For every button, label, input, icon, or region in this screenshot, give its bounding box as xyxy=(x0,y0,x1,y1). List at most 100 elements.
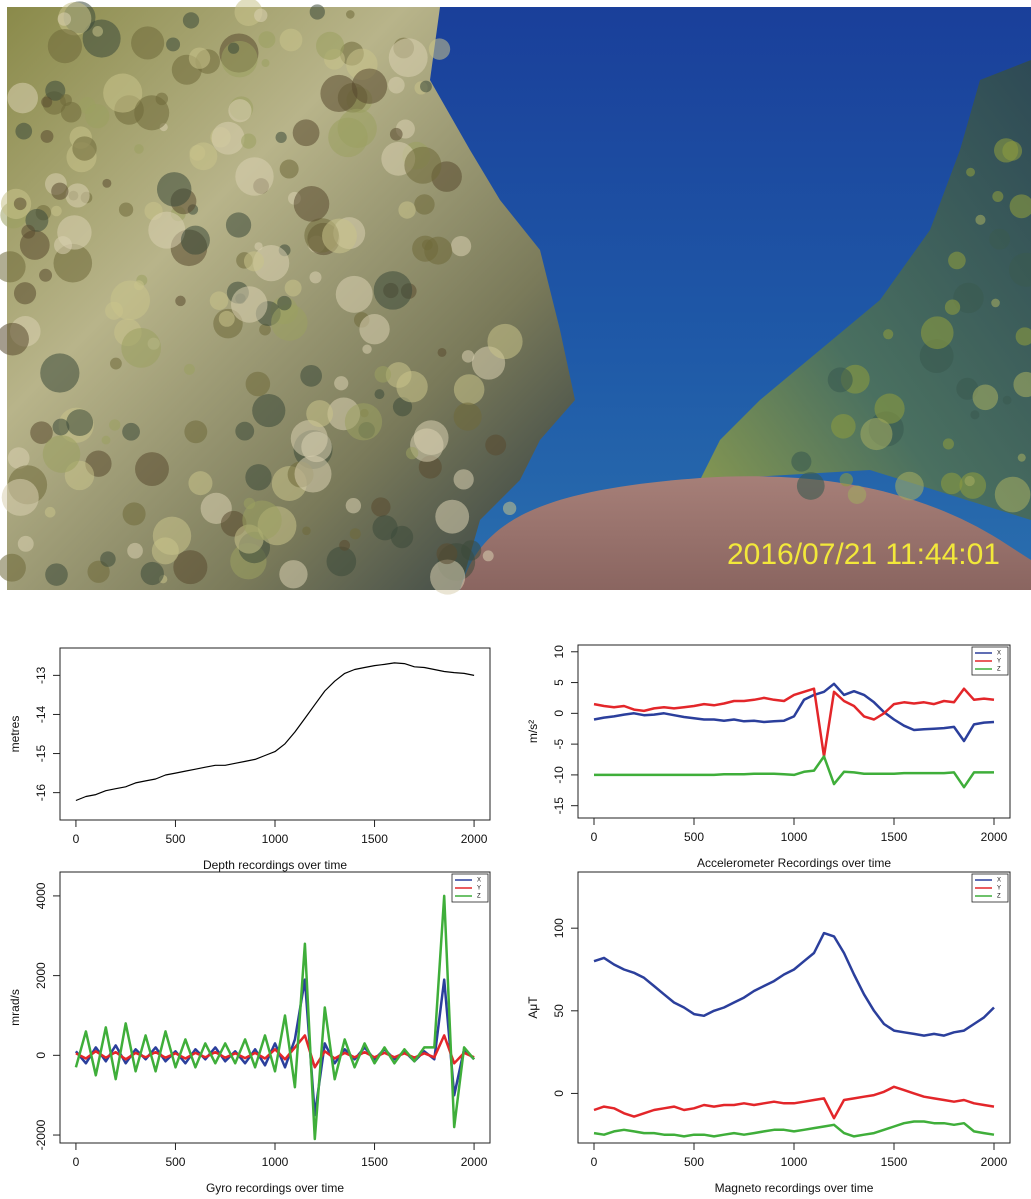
coral xyxy=(103,73,143,113)
photo: 2016/07/21 11:44:01 xyxy=(0,0,1031,595)
legend-label: X xyxy=(477,878,481,884)
coral xyxy=(44,506,56,518)
y-tick-label: 0 xyxy=(34,1052,48,1059)
x-tick-label: 1500 xyxy=(361,832,388,846)
coral xyxy=(420,80,432,93)
coral xyxy=(344,403,383,441)
x-tick-label: 1000 xyxy=(262,1155,289,1169)
data-line xyxy=(593,1085,995,1120)
y-tick-label: -2000 xyxy=(34,1119,48,1150)
coral xyxy=(827,367,853,393)
coral xyxy=(435,499,470,534)
coral xyxy=(13,197,27,211)
data-line xyxy=(593,931,995,1037)
x-tick-label: 0 xyxy=(591,1155,598,1169)
coral xyxy=(234,0,263,27)
coral xyxy=(453,402,482,431)
coral xyxy=(791,451,812,472)
coral xyxy=(956,377,979,400)
coral xyxy=(254,8,268,23)
coral xyxy=(127,542,143,559)
coral xyxy=(41,96,53,108)
y-tick-label: 50 xyxy=(552,1004,566,1018)
coral xyxy=(284,279,302,297)
coral xyxy=(991,298,1000,308)
coral xyxy=(847,485,867,504)
coral xyxy=(15,122,33,140)
coral xyxy=(245,371,271,397)
coral xyxy=(82,19,121,58)
coral xyxy=(271,304,308,341)
coral xyxy=(109,357,122,370)
coral xyxy=(874,393,905,424)
coral xyxy=(292,119,320,147)
coral xyxy=(964,475,975,487)
coral xyxy=(85,103,110,129)
coral xyxy=(242,500,282,540)
coral xyxy=(92,26,104,37)
coral xyxy=(335,275,373,313)
coral xyxy=(57,12,72,26)
coral xyxy=(258,31,276,49)
x-tick-label: 1500 xyxy=(361,1155,388,1169)
y-tick-label: 0 xyxy=(552,1090,566,1097)
x-tick-label: 2000 xyxy=(981,830,1008,844)
x-tick-label: 1000 xyxy=(781,1155,808,1169)
coral xyxy=(424,236,453,265)
coral xyxy=(388,38,428,78)
coral xyxy=(60,94,72,106)
coral xyxy=(398,201,416,219)
y-axis-label: AμT xyxy=(526,996,540,1019)
coral xyxy=(45,563,68,586)
data-line xyxy=(74,894,476,1141)
coral xyxy=(345,497,362,514)
y-axis-label: metres xyxy=(8,716,22,753)
coral xyxy=(277,295,292,311)
coral xyxy=(122,502,146,526)
coral xyxy=(309,4,325,20)
legend-label: Y xyxy=(477,886,481,892)
coral xyxy=(51,182,69,200)
x-axis-label: Accelerometer Recordings over time xyxy=(697,856,891,870)
coral xyxy=(279,159,299,179)
coral xyxy=(42,435,81,473)
coral xyxy=(502,501,517,516)
coral xyxy=(972,384,999,411)
coral xyxy=(373,271,413,310)
x-tick-label: 1000 xyxy=(781,830,808,844)
coral xyxy=(109,419,121,431)
coral xyxy=(453,374,485,405)
coral xyxy=(309,271,322,284)
coral xyxy=(121,327,162,368)
coral xyxy=(942,438,954,450)
y-tick-label: 0 xyxy=(552,710,566,717)
coral xyxy=(970,410,980,420)
coral xyxy=(351,68,388,104)
coral xyxy=(1002,395,1012,405)
y-tick-label: 2000 xyxy=(34,962,48,989)
coral xyxy=(228,99,252,123)
coral xyxy=(47,28,83,64)
coral xyxy=(131,26,165,60)
legend-label: X xyxy=(997,651,1001,657)
coral xyxy=(221,40,258,78)
coral xyxy=(65,183,90,208)
legend-label: Y xyxy=(997,886,1001,892)
coral xyxy=(306,400,334,427)
coral xyxy=(346,10,355,19)
coral xyxy=(225,212,252,238)
coral xyxy=(389,127,403,141)
y-tick-label: 5 xyxy=(552,679,566,686)
coral xyxy=(60,101,82,123)
plot-frame xyxy=(577,644,1011,819)
coral xyxy=(259,323,271,336)
coral xyxy=(839,472,854,487)
coral xyxy=(252,393,286,428)
coral xyxy=(796,472,825,500)
coral xyxy=(275,131,287,144)
coral xyxy=(140,561,164,586)
coral xyxy=(1013,371,1031,398)
x-tick-label: 1500 xyxy=(881,830,908,844)
coral xyxy=(326,546,357,577)
